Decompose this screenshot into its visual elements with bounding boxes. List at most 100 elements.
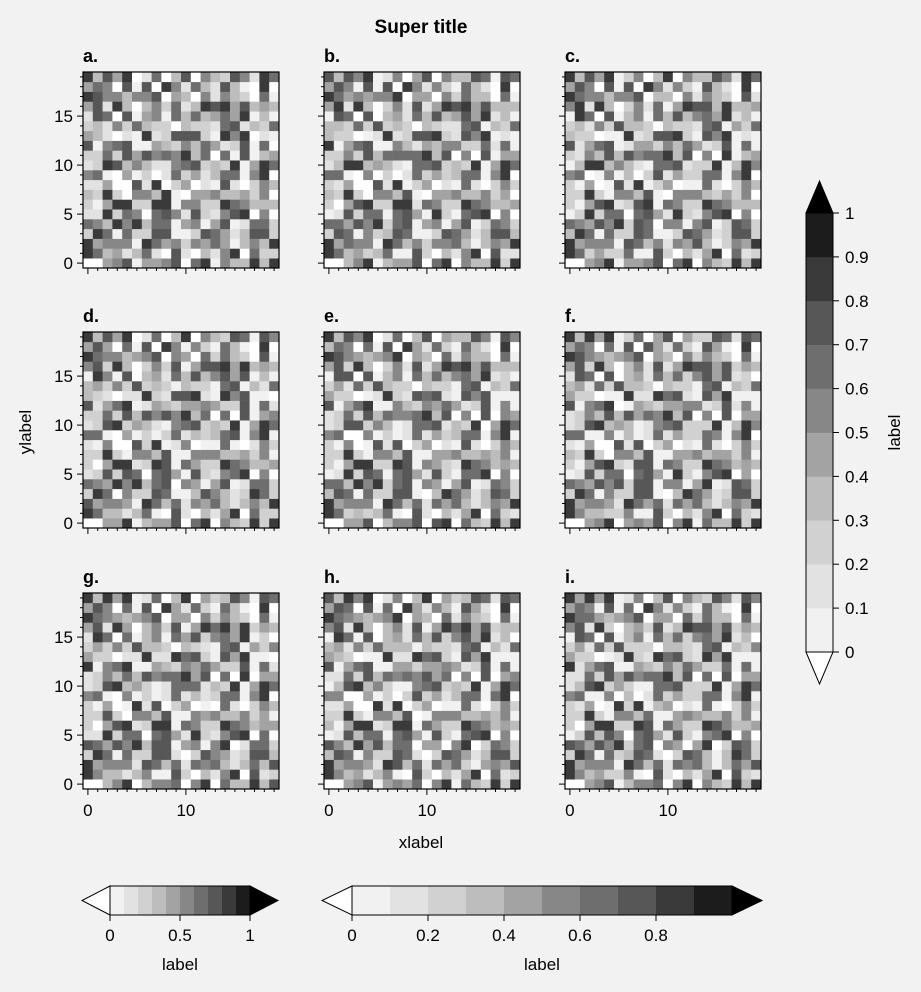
heatmap-cell bbox=[373, 622, 384, 633]
heatmap-cell bbox=[712, 720, 723, 731]
heatmap-cell bbox=[132, 769, 143, 780]
heatmap-cell bbox=[249, 691, 260, 702]
heatmap-cell bbox=[363, 518, 374, 529]
heatmap-cell bbox=[363, 651, 374, 662]
heatmap-cell bbox=[112, 622, 123, 633]
heatmap-cell bbox=[171, 341, 182, 352]
heatmap-cell bbox=[614, 170, 625, 181]
heatmap-cell bbox=[141, 498, 152, 509]
heatmap-cell bbox=[112, 209, 123, 220]
heatmap-cell bbox=[181, 439, 192, 450]
heatmap-cell bbox=[500, 390, 511, 401]
heatmap-cell bbox=[565, 121, 576, 132]
heatmap-cell bbox=[663, 248, 674, 259]
heatmap-cell bbox=[741, 91, 752, 102]
heatmap-cell bbox=[604, 622, 615, 633]
heatmap-cell bbox=[171, 189, 182, 200]
heatmap-cell bbox=[451, 160, 462, 171]
heatmap-cell bbox=[712, 341, 723, 352]
heatmap-cell bbox=[324, 209, 335, 220]
colorbar-extend-min bbox=[320, 885, 353, 916]
heatmap-cell bbox=[392, 439, 403, 450]
heatmap-cell bbox=[565, 81, 576, 92]
heatmap-cell bbox=[604, 651, 615, 662]
heatmap-cell bbox=[574, 130, 585, 141]
heatmap-cell bbox=[500, 612, 511, 623]
heatmap-cell bbox=[132, 228, 143, 239]
heatmap-cell bbox=[353, 642, 364, 653]
heatmap-cell bbox=[731, 140, 742, 151]
heatmap-cell bbox=[402, 749, 413, 760]
heatmap-cell bbox=[471, 518, 482, 529]
heatmap-cell bbox=[333, 508, 344, 519]
heatmap-cell bbox=[373, 759, 384, 770]
heatmap-cell bbox=[83, 488, 94, 499]
heatmap-cell bbox=[500, 81, 511, 92]
heatmap-cell bbox=[663, 498, 674, 509]
heatmap-cell bbox=[220, 661, 231, 672]
heatmap-cell bbox=[151, 740, 162, 751]
heatmap-cell bbox=[112, 81, 123, 92]
heatmap-cell bbox=[269, 121, 280, 132]
heatmap-cell bbox=[210, 651, 221, 662]
heatmap-cell bbox=[712, 602, 723, 613]
heatmap-cell bbox=[702, 228, 713, 239]
heatmap-cell bbox=[249, 508, 260, 519]
heatmap-cell bbox=[584, 759, 595, 770]
heatmap-cell bbox=[382, 700, 393, 711]
heatmap-cell bbox=[181, 371, 192, 382]
heatmap-cell bbox=[633, 632, 644, 643]
heatmap-cell bbox=[682, 749, 693, 760]
heatmap-cell bbox=[431, 651, 442, 662]
heatmap-cell bbox=[584, 488, 595, 499]
heatmap-cell bbox=[141, 121, 152, 132]
heatmap-cell bbox=[490, 219, 501, 230]
heatmap-cell bbox=[604, 189, 615, 200]
heatmap-cell bbox=[422, 508, 433, 519]
heatmap-cell bbox=[392, 121, 403, 132]
heatmap-cell bbox=[741, 749, 752, 760]
heatmap-cell bbox=[422, 593, 433, 604]
heatmap-cell bbox=[190, 209, 201, 220]
heatmap-cell bbox=[584, 632, 595, 643]
heatmap-cell bbox=[422, 740, 433, 751]
heatmap-cell bbox=[702, 219, 713, 230]
heatmap-cell bbox=[741, 390, 752, 401]
heatmap-cell bbox=[672, 720, 683, 731]
heatmap-cell bbox=[239, 81, 250, 92]
heatmap-cell bbox=[702, 749, 713, 760]
heatmap-cell bbox=[102, 371, 113, 382]
heatmap-cell bbox=[402, 371, 413, 382]
heatmap-cell bbox=[594, 258, 605, 269]
heatmap-cell bbox=[431, 228, 442, 239]
heatmap-cell bbox=[614, 248, 625, 259]
heatmap-cell bbox=[363, 228, 374, 239]
heatmap-cell bbox=[373, 101, 384, 112]
heatmap-cell bbox=[422, 341, 433, 352]
heatmap-cell bbox=[220, 439, 231, 450]
heatmap-cell bbox=[141, 332, 152, 343]
heatmap-cell bbox=[604, 81, 615, 92]
heatmap-cell bbox=[643, 769, 654, 780]
heatmap-cell bbox=[500, 488, 511, 499]
heatmap-cell bbox=[692, 420, 703, 431]
heatmap-cell bbox=[751, 381, 762, 392]
heatmap-cell bbox=[161, 469, 172, 480]
heatmap-cell bbox=[190, 469, 201, 480]
heatmap-cell bbox=[682, 700, 693, 711]
heatmap-cell bbox=[382, 779, 393, 790]
heatmap-cell bbox=[363, 730, 374, 741]
heatmap-cell bbox=[83, 209, 94, 220]
heatmap-cell bbox=[249, 130, 260, 141]
heatmap-cell bbox=[565, 361, 576, 372]
heatmap-cell bbox=[112, 410, 123, 421]
heatmap-cell bbox=[363, 72, 374, 83]
heatmap-cell bbox=[682, 469, 693, 480]
heatmap-cell bbox=[249, 371, 260, 382]
heatmap-cell bbox=[721, 160, 732, 171]
heatmap-cell bbox=[343, 661, 354, 672]
heatmap-cell bbox=[623, 238, 634, 249]
heatmap-cell bbox=[712, 361, 723, 372]
heatmap-cell bbox=[190, 228, 201, 239]
